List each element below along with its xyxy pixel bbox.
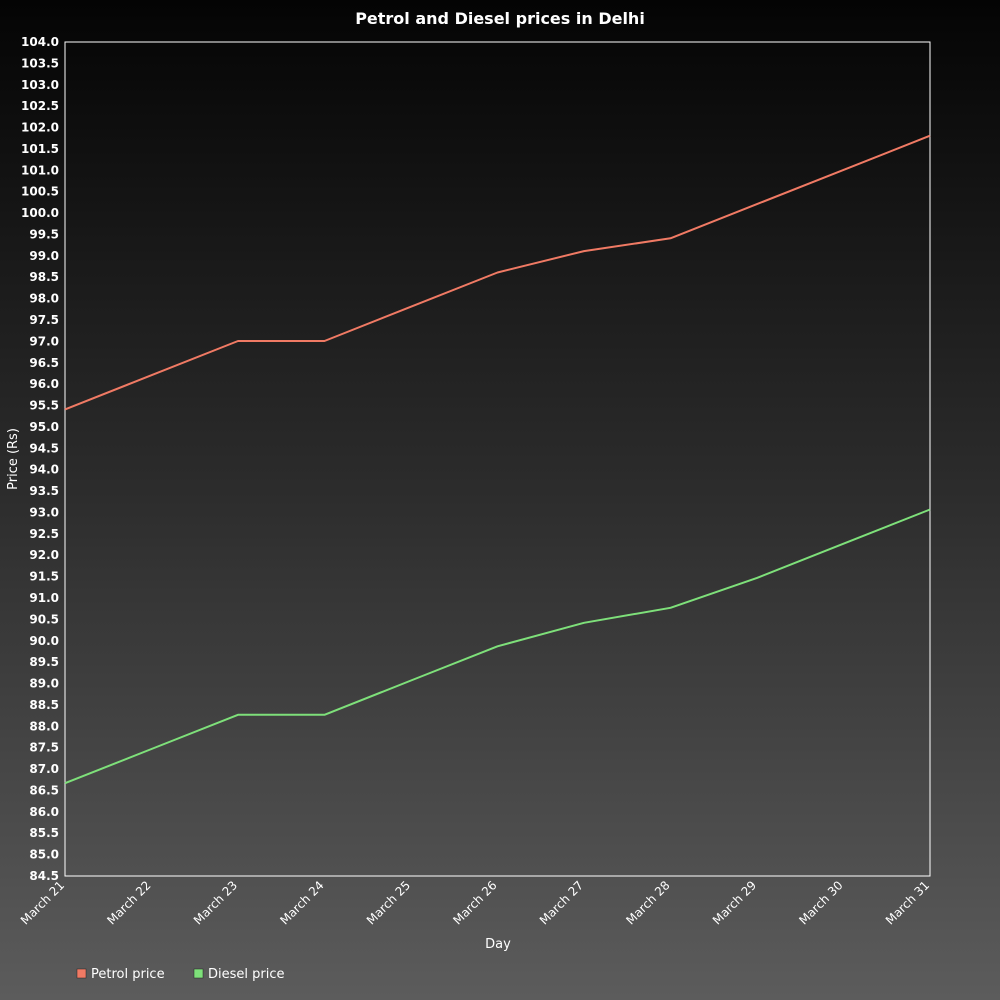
petrol-price-line <box>64 134 931 411</box>
x-tick-label: March 25 <box>364 878 413 927</box>
legend-swatch-petrol-price <box>76 968 87 979</box>
y-tick-label: 102.0 <box>21 121 59 135</box>
y-tick-label: 97.5 <box>29 313 59 327</box>
y-tick-label: 100.5 <box>21 185 59 199</box>
y-tick-label: 104.0 <box>21 35 59 49</box>
y-tick-label: 103.0 <box>21 78 59 92</box>
y-tick-label: 84.5 <box>29 869 59 883</box>
y-tick-label: 92.0 <box>29 548 59 562</box>
y-tick-label: 88.0 <box>29 719 59 733</box>
legend-label-diesel-price: Diesel price <box>208 967 285 982</box>
y-tick-label: 85.0 <box>29 848 59 862</box>
x-axis-title: Day <box>485 937 511 952</box>
y-tick-label: 87.0 <box>29 762 59 776</box>
x-tick-label: March 24 <box>277 878 326 927</box>
chart-title: Petrol and Diesel prices in Delhi <box>355 9 645 28</box>
y-tick-label: 86.0 <box>29 805 59 819</box>
y-tick-label: 96.0 <box>29 377 59 391</box>
y-tick-label: 98.0 <box>29 292 59 306</box>
x-tick-label: March 23 <box>191 878 240 927</box>
y-tick-label: 91.5 <box>29 570 59 584</box>
y-tick-label: 100.0 <box>21 206 59 220</box>
y-tick-label: 89.5 <box>29 655 59 669</box>
x-tick-label: March 29 <box>710 878 759 927</box>
y-tick-label: 86.5 <box>29 783 59 797</box>
y-tick-label: 87.5 <box>29 741 59 755</box>
y-tick-label: 95.5 <box>29 399 59 413</box>
y-tick-label: 92.5 <box>29 527 59 541</box>
x-axis-ticks: March 21 March 22 March 23 March 24 March 25… <box>18 878 932 927</box>
y-tick-label: 101.0 <box>21 163 59 177</box>
diesel-price-line <box>64 508 931 785</box>
y-tick-label: 97.0 <box>29 334 59 348</box>
plot-area-border <box>64 41 931 877</box>
y-tick-label: 95.0 <box>29 420 59 434</box>
y-tick-label: 90.0 <box>29 634 59 648</box>
y-tick-label: 98.5 <box>29 270 59 284</box>
series-lines <box>64 134 931 785</box>
x-tick-label: March 28 <box>623 878 672 927</box>
x-tick-label: March 22 <box>104 878 153 927</box>
legend: Petrol price Diesel price <box>76 967 285 982</box>
y-tick-label: 94.5 <box>29 441 59 455</box>
x-tick-label: March 30 <box>796 878 845 927</box>
y-tick-label: 93.5 <box>29 484 59 498</box>
y-tick-label: 103.5 <box>21 56 59 70</box>
y-tick-label: 102.5 <box>21 99 59 113</box>
y-axis-title: Price (Rs) <box>6 428 21 490</box>
legend-label-petrol-price: Petrol price <box>91 967 165 982</box>
y-tick-label: 85.5 <box>29 826 59 840</box>
y-axis-ticks: 84.5 85.0 85.5 86.0 86.5 87.0 87.5 88.0 88.5 89.0… <box>21 35 59 883</box>
y-tick-label: 88.5 <box>29 698 59 712</box>
y-tick-label: 90.5 <box>29 612 59 626</box>
x-tick-label: March 31 <box>883 878 932 927</box>
y-tick-label: 93.0 <box>29 505 59 519</box>
x-tick-label: March 26 <box>450 878 499 927</box>
y-tick-label: 96.5 <box>29 356 59 370</box>
y-tick-label: 101.5 <box>21 142 59 156</box>
legend-swatch-diesel-price <box>193 968 204 979</box>
y-tick-label: 99.5 <box>29 227 59 241</box>
x-tick-label: March 21 <box>18 878 67 927</box>
y-tick-label: 89.0 <box>29 677 59 691</box>
y-tick-label: 91.0 <box>29 591 59 605</box>
y-tick-label: 94.0 <box>29 463 59 477</box>
y-tick-label: 99.0 <box>29 249 59 263</box>
x-tick-label: March 27 <box>537 878 586 927</box>
